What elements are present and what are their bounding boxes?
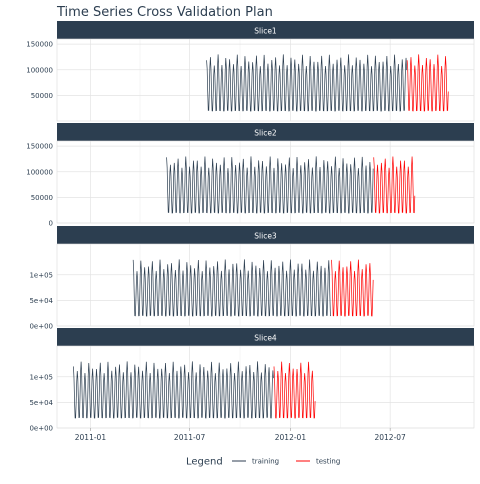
facet-panels: Slice1 50000 100000 150000 Slice2 0 50000 10000…: [26, 21, 475, 433]
y-tick-label: 50000: [31, 92, 53, 100]
chart-title: Time Series Cross Validation Plan: [56, 5, 273, 20]
y-tick-label: 5e+04: [29, 297, 53, 305]
x-tick-label: 2011-07: [174, 433, 206, 442]
legend-title: Legend: [186, 457, 223, 468]
facet-panel-slice2: Slice2 0 50000 100000 150000: [26, 123, 475, 228]
y-tick-label: 1e+05: [29, 373, 53, 381]
legend: Legend training testing: [186, 457, 340, 468]
x-axis: 2011-01 2011-07 2012-01 2012-07: [75, 428, 406, 442]
x-tick-label: 2011-01: [75, 433, 107, 442]
y-tick-label: 150000: [26, 143, 53, 151]
training-series-line: [166, 156, 374, 214]
facet-panel-slice1: Slice1 50000 100000 150000: [26, 21, 475, 122]
facet-strip-label: Slice2: [254, 129, 277, 138]
y-tick-label: 100000: [26, 66, 53, 74]
facet-panel-slice4: Slice4 0e+00 5e+04 1e+05: [29, 328, 475, 433]
facet-strip: [57, 226, 474, 244]
plot-area: [56, 345, 475, 429]
x-tick-label: 2012-01: [275, 433, 307, 442]
facet-panel-slice3: Slice3 0e+00 5e+04 1e+05: [29, 226, 475, 331]
y-tick-label: 0: [49, 220, 53, 228]
y-tick-label: 0e+00: [29, 425, 53, 433]
y-tick-label: 1e+05: [29, 271, 53, 279]
facet-strip: [57, 328, 474, 346]
training-series-line: [206, 54, 407, 112]
x-tick-label: 2012-07: [374, 433, 406, 442]
legend-label-training: training: [252, 458, 279, 466]
training-series-line: [73, 361, 274, 419]
y-tick-label: 5e+04: [29, 399, 53, 407]
y-tick-label: 0e+00: [29, 323, 53, 331]
testing-series-line: [406, 54, 449, 112]
training-series-line: [132, 259, 332, 317]
legend-label-testing: testing: [316, 458, 340, 466]
facet-strip-label: Slice4: [254, 334, 277, 343]
testing-series-line: [331, 259, 374, 317]
facet-strip: [57, 21, 474, 39]
y-tick-label: 100000: [26, 168, 53, 176]
facet-strip: [57, 123, 474, 141]
y-tick-label: 50000: [31, 194, 53, 202]
facet-strip-label: Slice3: [254, 232, 277, 241]
plot-area: [56, 243, 475, 327]
testing-series-line: [273, 361, 316, 419]
facet-strip-label: Slice1: [254, 27, 277, 36]
testing-series-line: [373, 156, 416, 214]
y-tick-label: 150000: [26, 41, 53, 49]
